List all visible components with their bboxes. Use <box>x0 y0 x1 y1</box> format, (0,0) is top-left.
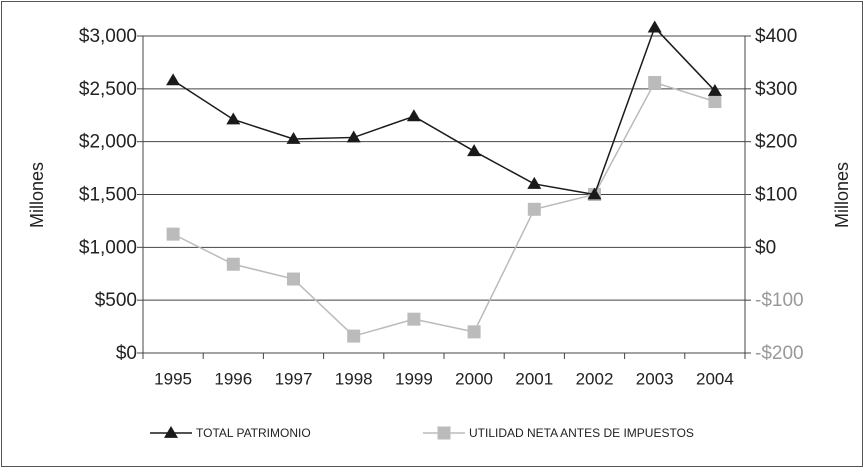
point-marker <box>467 144 482 157</box>
point-marker <box>527 202 541 216</box>
y-tick-label: $2,000 <box>79 132 137 153</box>
point-marker <box>226 112 241 125</box>
y2-axis-label: Millones <box>832 162 852 228</box>
x-tick-label: 1997 <box>275 369 313 388</box>
y2-tick-label: -$100 <box>755 290 804 311</box>
y-tick-label: $1,500 <box>79 185 137 206</box>
x-tick-label: 2002 <box>576 369 614 388</box>
point-marker <box>708 95 722 109</box>
point-marker <box>286 132 301 144</box>
point-marker <box>166 73 181 86</box>
point-marker <box>287 272 300 286</box>
point-marker <box>347 329 361 343</box>
point-marker <box>707 83 722 96</box>
y-tick-label: $1,000 <box>79 237 137 258</box>
point-marker <box>407 312 421 326</box>
y-tick-label: $500 <box>95 290 137 311</box>
point-marker <box>226 257 240 271</box>
point-marker <box>164 426 178 438</box>
y2-tick-label: $400 <box>755 26 797 47</box>
y2-tick-label: $0 <box>755 237 776 258</box>
x-tick-label: 1996 <box>214 369 252 388</box>
point-marker <box>587 187 602 200</box>
legend-label: UTILIDAD NETA ANTES DE IMPUESTOS <box>469 426 694 440</box>
x-tick-label: 2000 <box>455 369 493 388</box>
x-tick-label: 1999 <box>395 369 433 388</box>
point-marker <box>648 75 662 89</box>
point-marker <box>527 176 542 189</box>
x-tick-label: 2001 <box>515 369 553 388</box>
series-line <box>172 81 716 337</box>
y2-tick-label: -$200 <box>755 343 804 364</box>
point-marker <box>346 130 361 143</box>
y-tick-label: $3,000 <box>79 26 137 47</box>
x-tick-label: 1998 <box>335 369 373 388</box>
point-marker <box>406 109 421 122</box>
y-axis-label: Millones <box>27 162 47 228</box>
point-marker <box>467 325 481 339</box>
x-tick-label: 1995 <box>154 369 192 388</box>
y-tick-label: $2,500 <box>79 79 137 100</box>
y2-tick-label: $200 <box>755 132 797 153</box>
legend-label: TOTAL PATRIMONIO <box>196 426 311 440</box>
point-marker <box>166 227 180 241</box>
point-marker <box>437 426 451 440</box>
x-tick-label: 2003 <box>636 369 674 388</box>
chart-border <box>1 1 863 467</box>
y2-tick-label: $300 <box>755 79 797 100</box>
point-marker <box>647 20 662 33</box>
y2-tick-label: $100 <box>755 185 797 206</box>
x-tick-label: 2004 <box>696 369 734 388</box>
y-tick-label: $0 <box>116 343 137 364</box>
series-line <box>172 26 716 196</box>
